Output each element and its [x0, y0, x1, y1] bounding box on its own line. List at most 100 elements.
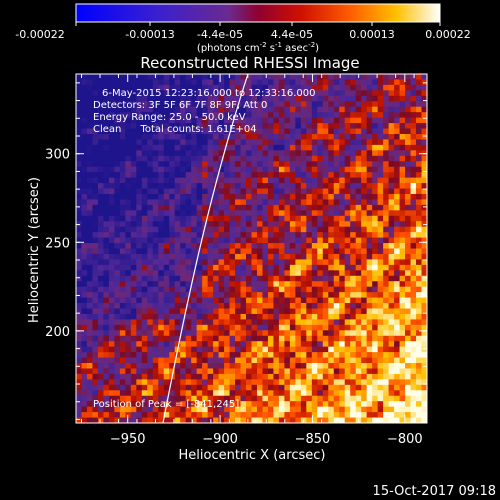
- heatmap-cell: [394, 144, 401, 151]
- heatmap-cell: [191, 335, 198, 342]
- heatmap-cell: [394, 324, 401, 331]
- y-axis-label: Heliocentric Y (arcsec): [27, 177, 42, 323]
- heatmap-cell: [114, 253, 121, 260]
- heatmap-cell: [410, 139, 417, 146]
- heatmap-cell: [92, 172, 99, 179]
- heatmap-cell: [399, 204, 406, 211]
- heatmap-cell: [224, 253, 231, 260]
- heatmap-cell: [196, 281, 203, 288]
- heatmap-cell: [311, 330, 318, 337]
- heatmap-cell: [278, 352, 285, 359]
- heatmap-cell: [125, 172, 132, 179]
- heatmap-cell: [81, 352, 88, 359]
- heatmap-cell: [235, 352, 242, 359]
- heatmap-cell: [169, 390, 176, 397]
- heatmap-cell: [284, 303, 291, 310]
- heatmap-cell: [262, 357, 269, 364]
- heatmap-cell: [240, 292, 247, 299]
- heatmap-cell: [399, 123, 406, 130]
- heatmap-cell: [394, 308, 401, 315]
- heatmap-cell: [350, 166, 357, 173]
- heatmap-cell: [108, 373, 115, 380]
- heatmap-cell: [278, 177, 285, 184]
- heatmap-cell: [383, 84, 390, 91]
- heatmap-cell: [333, 297, 340, 304]
- heatmap-cell: [399, 406, 406, 413]
- heatmap-cell: [410, 292, 417, 299]
- heatmap-cell: [350, 395, 357, 402]
- heatmap-cell: [383, 221, 390, 228]
- heatmap-cell: [339, 324, 346, 331]
- heatmap-cell: [278, 286, 285, 293]
- heatmap-cell: [246, 150, 253, 157]
- heatmap-cell: [388, 84, 395, 91]
- heatmap-cell: [119, 177, 126, 184]
- heatmap-cell: [180, 166, 187, 173]
- colorbar-tick-2: -4.4e-05: [197, 28, 243, 41]
- heatmap-cell: [317, 368, 324, 375]
- heatmap-cell: [399, 275, 406, 282]
- heatmap-cell: [163, 297, 170, 304]
- heatmap-cell: [246, 379, 253, 386]
- heatmap-cell: [108, 193, 115, 201]
- heatmap-cell: [339, 390, 346, 397]
- heatmap-cell: [366, 226, 373, 233]
- heatmap-cell: [262, 150, 269, 157]
- heatmap-cell: [191, 133, 198, 141]
- heatmap-cell: [147, 395, 154, 402]
- heatmap-cell: [355, 79, 362, 86]
- heatmap-cell: [372, 308, 379, 315]
- heatmap-cell: [416, 215, 423, 222]
- heatmap-cell: [246, 232, 253, 239]
- heatmap-cell: [328, 128, 335, 135]
- heatmap-cell: [344, 221, 351, 228]
- heatmap-cell: [152, 166, 159, 173]
- heatmap-cell: [174, 253, 181, 260]
- heatmap-cell: [295, 412, 302, 419]
- heatmap-cell: [251, 373, 258, 380]
- heatmap-cell: [158, 373, 165, 380]
- heatmap-cell: [180, 270, 187, 277]
- heatmap-cell: [300, 106, 307, 113]
- heatmap-cell: [174, 183, 181, 190]
- heatmap-cell: [251, 390, 258, 397]
- heatmap-cell: [202, 90, 209, 97]
- heatmap-cell: [300, 270, 307, 277]
- heatmap-cell: [421, 406, 427, 413]
- heatmap-cell: [300, 226, 307, 233]
- heatmap-cell: [119, 193, 126, 201]
- heatmap-cell: [273, 379, 280, 386]
- heatmap-cell: [152, 123, 159, 130]
- heatmap-cell: [163, 215, 170, 222]
- heatmap-cell: [86, 319, 94, 326]
- heatmap-cell: [136, 199, 143, 206]
- heatmap-cell: [372, 390, 379, 397]
- heatmap-cell: [213, 390, 220, 397]
- heatmap-cell: [240, 357, 247, 364]
- heatmap-cell: [251, 395, 258, 402]
- heatmap-cell: [317, 308, 324, 315]
- heatmap-cell: [169, 139, 176, 146]
- heatmap-cell: [372, 155, 379, 162]
- heatmap-cell: [333, 101, 340, 108]
- heatmap-cell: [251, 188, 258, 195]
- heatmap-cell: [81, 204, 88, 211]
- heatmap-cell: [125, 150, 132, 157]
- heatmap-cell: [191, 183, 198, 190]
- heatmap-cell: [256, 117, 264, 124]
- heatmap-cell: [119, 275, 126, 282]
- heatmap-cell: [344, 155, 351, 162]
- heatmap-cell: [344, 161, 351, 168]
- heatmap-cell: [333, 243, 340, 250]
- heatmap-cell: [235, 368, 242, 375]
- heatmap-cell: [152, 248, 159, 255]
- heatmap-cell: [410, 275, 417, 282]
- heatmap-cell: [235, 74, 242, 81]
- heatmap-cell: [108, 237, 115, 244]
- heatmap-cell: [76, 259, 83, 266]
- heatmap-cell: [125, 330, 132, 337]
- heatmap-cell: [185, 123, 192, 130]
- heatmap-cell: [86, 346, 94, 353]
- heatmap-cell: [158, 243, 165, 250]
- heatmap-cell: [174, 313, 181, 320]
